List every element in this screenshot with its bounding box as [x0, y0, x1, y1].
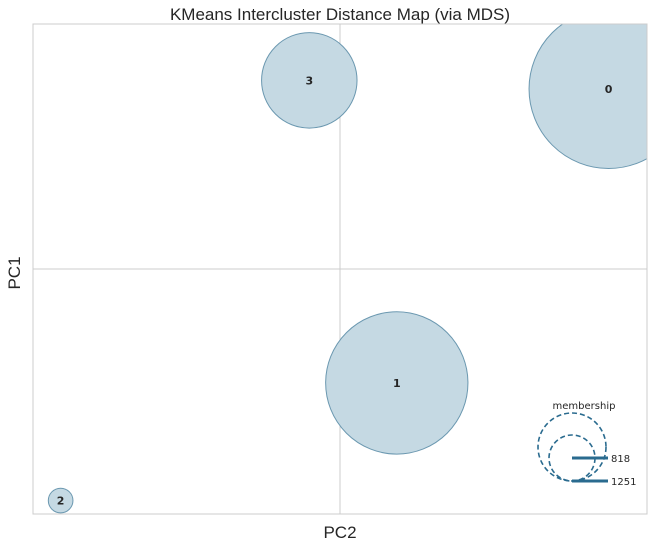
cluster-bubble-3: [261, 32, 358, 129]
y-axis-label: PC1: [5, 256, 24, 289]
membership-legend: membership 818 1251: [537, 401, 636, 488]
cluster-label-2: 2: [57, 495, 65, 508]
legend-value-818: 818: [611, 454, 630, 465]
cluster-label-1: 1: [393, 377, 401, 390]
x-axis-label: PC2: [323, 523, 356, 542]
cluster-label-3: 3: [305, 74, 313, 87]
chart-title: KMeans Intercluster Distance Map (via MD…: [170, 5, 510, 24]
cluster-bubble-2: [47, 487, 74, 514]
legend-title: membership: [553, 401, 616, 412]
legend-value-1251: 1251: [611, 477, 636, 488]
cluster-bubble-0: [528, 24, 647, 169]
cluster-bubble-1: [325, 311, 469, 455]
cluster-bubbles: 0 1 2 3: [47, 24, 647, 514]
plot-area: [32, 23, 648, 515]
cluster-label-0: 0: [605, 83, 613, 96]
legend-circle-0: [537, 412, 607, 482]
